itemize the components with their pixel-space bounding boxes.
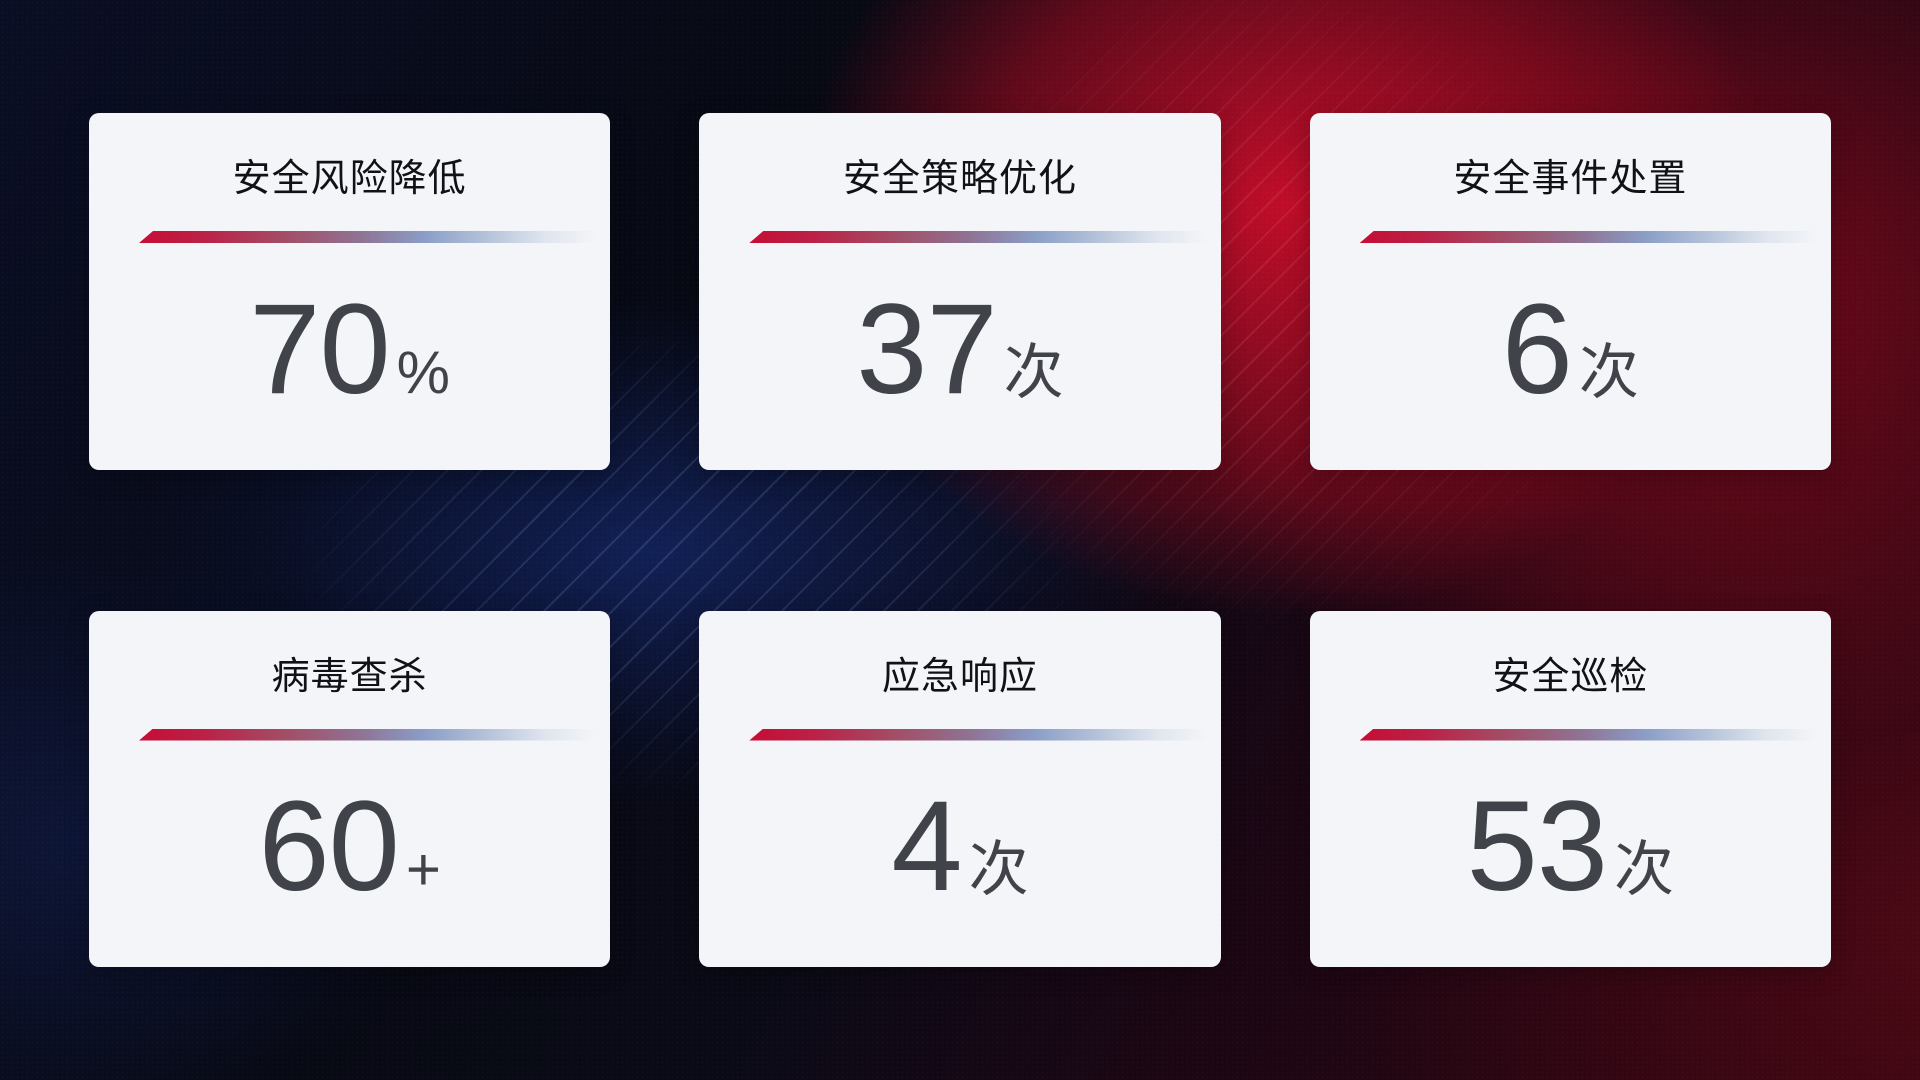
accent-divider [1359,728,1821,741]
stat-card-policy-optimization: 安全策略优化 37 次 [699,113,1221,470]
stat-unit: 次 [1614,836,1674,904]
stat-number: 6 [1501,277,1573,421]
stat-unit: % [396,338,451,406]
stat-unit: 次 [1578,338,1639,406]
card-title: 应急响应 [881,655,1038,698]
accent-divider [139,231,601,243]
stat-card-security-inspection: 安全巡检 53 次 [1309,610,1831,968]
stat-card-risk-reduction: 安全风险降低 70% [89,113,611,470]
stat-unit: 次 [968,836,1029,904]
card-title: 安全风险降低 [232,158,467,200]
stat-value-row: 53 次 [1310,741,1831,968]
accent-divider [749,231,1211,243]
accent-divider [139,728,601,741]
stat-number: 60 [258,775,399,919]
stat-unit: + [405,836,441,904]
stat-number: 4 [891,775,962,919]
stat-unit: 次 [1003,338,1064,406]
card-title: 病毒查杀 [271,655,428,698]
stat-number: 37 [856,277,997,421]
stat-number: 53 [1466,775,1608,919]
stat-value-row: 70% [89,243,610,470]
stat-number: 70 [249,277,390,421]
card-title: 安全事件处置 [1453,158,1688,200]
accent-divider [749,728,1211,741]
card-title: 安全巡检 [1492,655,1649,698]
card-title: 安全策略优化 [842,158,1077,200]
stat-value-row: 60 + [89,741,610,968]
accent-divider [1359,231,1821,243]
stat-card-virus-scan: 病毒查杀 60 + [89,610,611,968]
stat-value-row: 37 次 [699,243,1220,470]
